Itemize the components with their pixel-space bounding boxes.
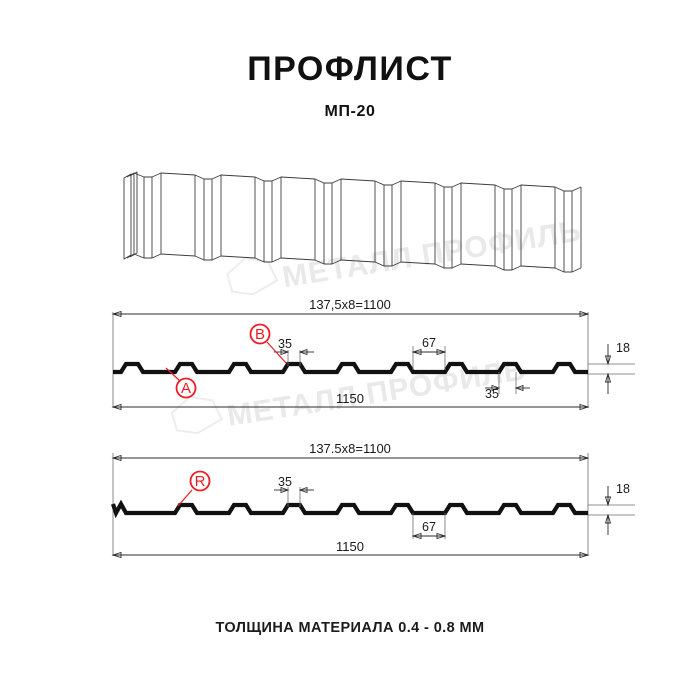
- dim-valley-width-2-label: 67: [422, 520, 436, 534]
- watermark-top: МЕТАЛЛ ПРОФИЛЬ: [226, 214, 584, 296]
- dim-top-span-2: 137.5x8=1100: [111, 441, 590, 462]
- iso-sheet-body: [123, 171, 582, 273]
- dim-bottom-span-1-label: 1150: [336, 391, 364, 406]
- marker-r-label: R: [195, 473, 206, 490]
- dim-rib-top-width-2: 35: [274, 475, 314, 507]
- page-title: ПРОФЛИСТ: [247, 50, 453, 88]
- dim-valley-width-1: 67: [411, 336, 447, 370]
- dim-height-2-label: 18: [616, 482, 630, 496]
- marker-r-circle: [189, 470, 211, 492]
- marker-r: R: [177, 470, 211, 507]
- dim-top-span-1-label: 137,5x8=1100: [309, 297, 391, 312]
- iso-edge-fold: [129, 171, 138, 258]
- dim-rib-top-width-1-label: 35: [278, 337, 292, 351]
- marker-b-label: B: [255, 326, 265, 343]
- dim-height-2: 18: [588, 482, 635, 535]
- watermark-middle: МЕТАЛЛ ПРОФИЛЬ: [170, 353, 529, 435]
- dim-bottom-span-1: 1150: [111, 391, 590, 411]
- dim-height-1: 18: [588, 341, 635, 394]
- iso-top-edge: [133, 172, 582, 192]
- iso-rib-faces: [143, 173, 582, 272]
- watermark-logo-shape: [170, 395, 223, 435]
- dim-rib-base-width-1-label: 35: [485, 387, 499, 401]
- iso-bottom-edge: [133, 253, 582, 273]
- profile-top-extension-lines: [112, 312, 589, 408]
- dim-valley-width-1-label: 67: [422, 336, 436, 350]
- marker-b: B: [249, 323, 287, 364]
- dim-bottom-span-2: 1150: [111, 539, 590, 559]
- dim-rib-base-width-1: 35: [485, 372, 530, 401]
- watermark-text: МЕТАЛЛ ПРОФИЛЬ: [280, 214, 584, 294]
- marker-a-label: A: [181, 380, 191, 397]
- watermark-logo-shape: [226, 257, 279, 296]
- product-model-subtitle: МП-20: [324, 103, 376, 120]
- iso-edge-fold: [123, 173, 132, 260]
- marker-b-circle: [249, 323, 271, 345]
- profile-top-section: [113, 361, 588, 375]
- profile-bottom-extension-lines: [112, 453, 589, 556]
- watermark-text: МЕТАЛЛ ПРОФИЛЬ: [225, 353, 529, 433]
- iso-edge-fold: [126, 172, 135, 259]
- dim-valley-width-2: 67: [411, 513, 447, 540]
- dim-top-span-1: 137,5x8=1100: [111, 297, 590, 318]
- page-header: ПРОФЛИСТ МП-20: [0, 52, 700, 121]
- material-thickness-caption: ТОЛЩИНА МАТЕРИАЛА 0.4 - 0.8 ММ: [215, 620, 485, 636]
- dim-rib-top-width-1: 35: [274, 337, 314, 366]
- dim-height-1-label: 18: [616, 341, 630, 355]
- profile-bottom-section: [111, 499, 588, 519]
- marker-a-circle: [175, 377, 197, 399]
- marker-a: A: [165, 367, 197, 399]
- dim-rib-top-width-2-label: 35: [278, 475, 292, 489]
- dim-top-span-2-label: 137.5x8=1100: [309, 441, 391, 456]
- dim-bottom-span-2-label: 1150: [336, 539, 364, 554]
